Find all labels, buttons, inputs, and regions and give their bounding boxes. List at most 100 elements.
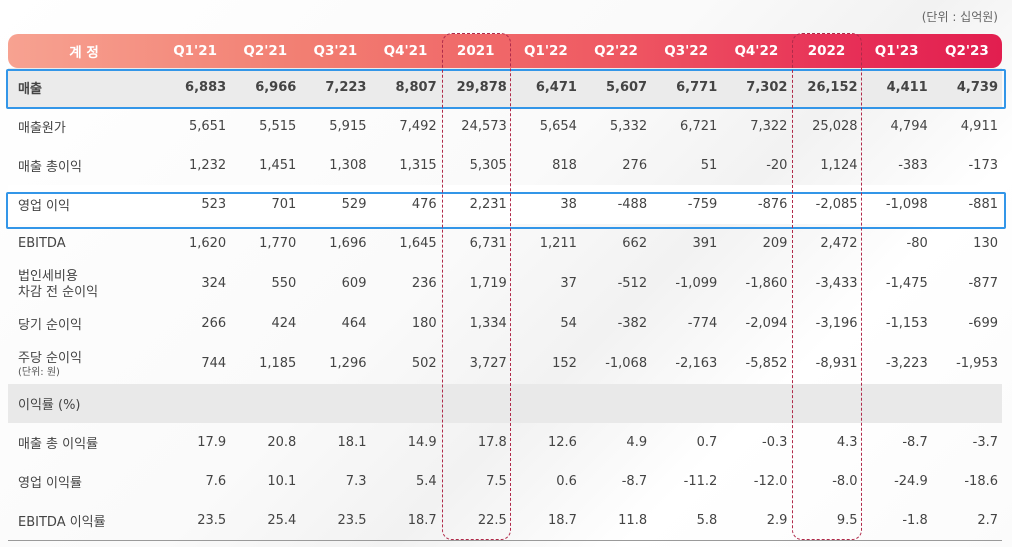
cell-value: -18.6 xyxy=(964,474,998,489)
cell-value: -80 xyxy=(906,236,928,251)
table-row-gross-profit: 매출 총이익 1,232 1,451 1,308 1,315 5,305 818… xyxy=(8,146,1002,185)
cell-value: 17.9 xyxy=(197,435,227,450)
table-row-eps: 주당 순이익 (단위: 원) 744 1,185 1,296 502 3,727… xyxy=(8,343,1002,384)
header-period: Q3'22 xyxy=(664,43,709,59)
cell-value: 11.8 xyxy=(580,501,652,541)
cell-value: -759 xyxy=(687,197,718,212)
financial-table: 계 정 Q1'21 Q2'21 Q3'21 Q4'21 2021 Q1'22 Q… xyxy=(8,34,1002,541)
cell-value: 6,731 xyxy=(469,236,507,251)
cell-value: 5.4 xyxy=(415,474,437,489)
cell-value: 180 xyxy=(411,316,437,331)
cell-value: 1,451 xyxy=(259,158,297,173)
header-period: Q1'22 xyxy=(523,43,568,59)
cell-value: 502 xyxy=(411,356,437,371)
cell-value: 12.6 xyxy=(548,435,577,450)
cell-value: 276 xyxy=(622,158,648,173)
cell-value: -382 xyxy=(617,316,648,331)
row-label: 당기 순이익 xyxy=(18,318,82,333)
cell-value: 662 xyxy=(622,236,648,251)
cell-value: 7,223 xyxy=(325,80,367,95)
cell-value: 29,878 xyxy=(456,80,507,95)
cell-value: 1,185 xyxy=(259,356,297,371)
cell-value: -8,931 xyxy=(815,356,858,371)
cell-value: 5,515 xyxy=(259,119,297,134)
row-label: 매출 총이익 xyxy=(18,160,82,175)
cell-value: 5,915 xyxy=(329,119,367,134)
header-period: Q3'21 xyxy=(313,43,358,59)
cell-value: 6,966 xyxy=(255,80,297,95)
cell-value: -3.7 xyxy=(972,435,998,450)
cell-value: -877 xyxy=(968,276,998,291)
cell-value: 818 xyxy=(552,158,577,173)
cell-value: 6,883 xyxy=(185,80,227,95)
cell-value: -2,085 xyxy=(815,197,858,212)
cell-value: 550 xyxy=(271,276,297,291)
cell-value: 1,296 xyxy=(329,356,367,371)
row-label: 매출 총 이익률 xyxy=(18,437,99,452)
cell-value: 4,794 xyxy=(890,119,928,134)
table-row-net-income: 당기 순이익 266 424 464 180 1,334 54 -382 -77… xyxy=(8,304,1002,343)
table-row-gross-margin: 매출 총 이익률 17.9 20.8 18.1 14.9 17.8 12.6 4… xyxy=(8,423,1002,462)
cell-value: 4.3 xyxy=(836,435,858,450)
cell-value: 10.1 xyxy=(267,474,297,489)
row-label-main: 주당 순이익 xyxy=(18,350,82,366)
cell-value: 2,231 xyxy=(469,197,507,212)
row-label: 매출원가 xyxy=(18,121,66,136)
cell-value: -24.9 xyxy=(894,474,928,489)
cell-value: 1,232 xyxy=(188,158,227,173)
cell-value: 1,315 xyxy=(399,158,437,173)
cell-value: 9.5 xyxy=(791,501,862,541)
cell-value: 1,308 xyxy=(329,158,367,173)
cell-value: -1,475 xyxy=(885,276,928,291)
cell-value: 6,721 xyxy=(680,119,718,134)
cell-value: 391 xyxy=(692,236,718,251)
cell-value: 3,727 xyxy=(469,356,507,371)
cell-value: 0.6 xyxy=(556,474,577,489)
row-label: EBITDA xyxy=(18,236,66,251)
cell-value: 4,411 xyxy=(886,80,928,95)
cell-value: 17.8 xyxy=(477,435,507,450)
cell-value: -3,196 xyxy=(815,316,858,331)
cell-value: 1,770 xyxy=(259,236,297,251)
table-row-revenue: 매출 6,883 6,966 7,223 8,807 29,878 6,471 … xyxy=(8,68,1002,107)
cell-value: 51 xyxy=(700,158,718,173)
cell-value: -876 xyxy=(757,197,788,212)
row-label: 영업 이익률 xyxy=(18,476,82,491)
cell-value: 7,492 xyxy=(399,119,437,134)
cell-value: 4.9 xyxy=(626,435,648,450)
header-row: 계 정 Q1'21 Q2'21 Q3'21 Q4'21 2021 Q1'22 Q… xyxy=(8,34,1002,68)
cell-value: 2.9 xyxy=(721,501,792,541)
cell-value: 701 xyxy=(271,197,297,212)
header-period: Q2'22 xyxy=(594,43,638,59)
cell-value: -8.7 xyxy=(621,474,648,489)
cell-value: -0.3 xyxy=(762,435,788,450)
cell-value: 7.6 xyxy=(205,474,227,489)
cell-value: 7.3 xyxy=(345,474,367,489)
cell-value: 7,322 xyxy=(750,119,788,134)
cell-value: 8,807 xyxy=(395,80,437,95)
cell-value: 6,471 xyxy=(535,80,577,95)
cell-value: 324 xyxy=(201,276,227,291)
cell-value: -173 xyxy=(968,158,998,173)
cell-value: 18.7 xyxy=(370,501,441,541)
header-period: Q2'23 xyxy=(944,43,989,59)
cell-value: -8.0 xyxy=(832,474,858,489)
row-label: 주당 순이익 (단위: 원) xyxy=(8,343,160,384)
header-period-annual: 2022 xyxy=(807,43,846,59)
cell-value: 609 xyxy=(341,276,367,291)
table-row-operating-income: 영업 이익 523 701 529 476 2,231 38 -488 -759… xyxy=(8,185,1002,224)
row-label: 매출 xyxy=(18,82,42,97)
row-label-line2: 차감 전 순이익 xyxy=(18,284,99,300)
table-row-operating-margin: 영업 이익률 7.6 10.1 7.3 5.4 7.5 0.6 -8.7 -11… xyxy=(8,462,1002,501)
header-period: Q4'22 xyxy=(734,43,779,59)
cell-value: 1,620 xyxy=(188,236,227,251)
table-row-margin-section: 이익률 (%) xyxy=(8,384,1002,423)
cell-value: -3,223 xyxy=(885,356,928,371)
cell-value: -5,852 xyxy=(745,356,788,371)
cell-value: -774 xyxy=(687,316,718,331)
cell-value: 209 xyxy=(762,236,788,251)
cell-value: 5,654 xyxy=(539,119,577,134)
cell-value: 464 xyxy=(341,316,367,331)
header-period-annual: 2021 xyxy=(456,43,495,59)
cell-value: 22.5 xyxy=(440,501,511,541)
